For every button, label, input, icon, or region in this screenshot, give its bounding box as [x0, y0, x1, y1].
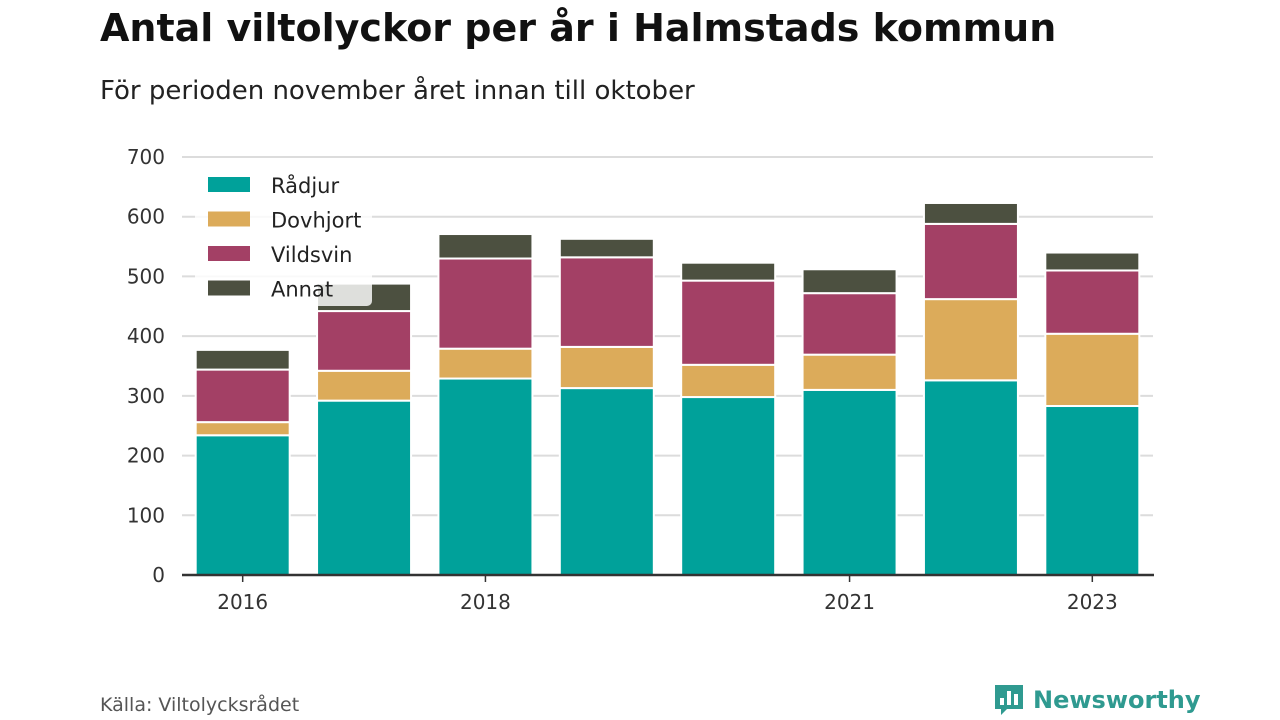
bar-segment-rådjur	[316, 399, 413, 576]
bar-segment-rådjur	[922, 379, 1019, 576]
bar-segment-annat	[922, 201, 1019, 225]
bar-segment-dovhjort	[316, 369, 413, 402]
x-tick-label: 2021	[824, 590, 875, 614]
bar-segment-vildsvin	[194, 368, 291, 424]
bar-segment-annat	[437, 233, 534, 260]
bar-segment-dovhjort	[922, 298, 1019, 382]
bar-segment-vildsvin	[801, 292, 898, 356]
bar-segment-dovhjort	[801, 353, 898, 391]
bar-segment-annat	[558, 237, 655, 259]
bar-segment-rådjur	[801, 388, 898, 576]
legend-label: Vildsvin	[271, 243, 352, 267]
legend-swatch	[208, 246, 250, 261]
legend-swatch	[208, 280, 250, 296]
bar-segment-rådjur	[680, 396, 777, 576]
chart-title: Antal viltolyckor per år i Halmstads kom…	[100, 6, 1057, 50]
bar-segment-annat	[1044, 251, 1141, 272]
x-tick-label: 2016	[217, 590, 268, 614]
bar-segment-rådjur	[437, 377, 534, 577]
legend-label: Rådjur	[271, 173, 339, 198]
y-tick-label: 0	[152, 563, 165, 587]
bar-segment-vildsvin	[437, 257, 534, 350]
legend-swatch	[208, 177, 250, 192]
legend-background	[195, 166, 372, 306]
y-tick-label: 600	[127, 205, 165, 229]
bar-segment-rådjur	[1044, 405, 1141, 576]
y-tick-label: 200	[127, 444, 165, 468]
bar-segment-dovhjort	[558, 345, 655, 390]
bar-segment-vildsvin	[922, 222, 1019, 301]
x-tick-label: 2018	[460, 590, 511, 614]
bar-segment-annat	[680, 261, 777, 282]
bar-segment-dovhjort	[1044, 332, 1141, 408]
bar-segment-rådjur	[558, 387, 655, 577]
bar-segment-dovhjort	[437, 347, 534, 380]
source-note: Källa: Viltolycksrådet	[100, 694, 300, 716]
x-tick-label: 2023	[1067, 590, 1118, 614]
axes: 0 100 200 300 400 500 600 700 2016 2018 2021 2023	[127, 145, 1154, 614]
legend-label: Dovhjort	[271, 209, 361, 233]
legend-label: Annat	[271, 278, 333, 302]
bar-segment-vildsvin	[680, 279, 777, 366]
brand-logo: Newsworthy	[993, 683, 1201, 717]
chart-subtitle: För perioden november året innan till ok…	[100, 76, 695, 106]
bar-segment-vildsvin	[316, 310, 413, 372]
bars	[194, 201, 1141, 577]
bar-segment-vildsvin	[1044, 269, 1141, 335]
bar-segment-vildsvin	[558, 256, 655, 348]
bar-segment-dovhjort	[194, 421, 291, 437]
y-tick-label: 500	[127, 264, 165, 288]
legend: Rådjur Dovhjort Vildsvin Annat	[195, 166, 372, 306]
brand-name: Newsworthy	[1033, 686, 1201, 714]
legend-swatch	[208, 211, 250, 227]
y-tick-label: 300	[127, 384, 165, 408]
bar-chart-speech-bubble-icon	[995, 685, 1023, 715]
y-tick-label: 400	[127, 324, 165, 348]
y-tick-label: 100	[127, 503, 165, 527]
bar-segment-dovhjort	[680, 363, 777, 399]
bar-segment-rådjur	[194, 434, 291, 577]
y-tick-label: 700	[127, 145, 165, 169]
bar-segment-annat	[801, 268, 898, 295]
bar-segment-annat	[194, 348, 291, 371]
